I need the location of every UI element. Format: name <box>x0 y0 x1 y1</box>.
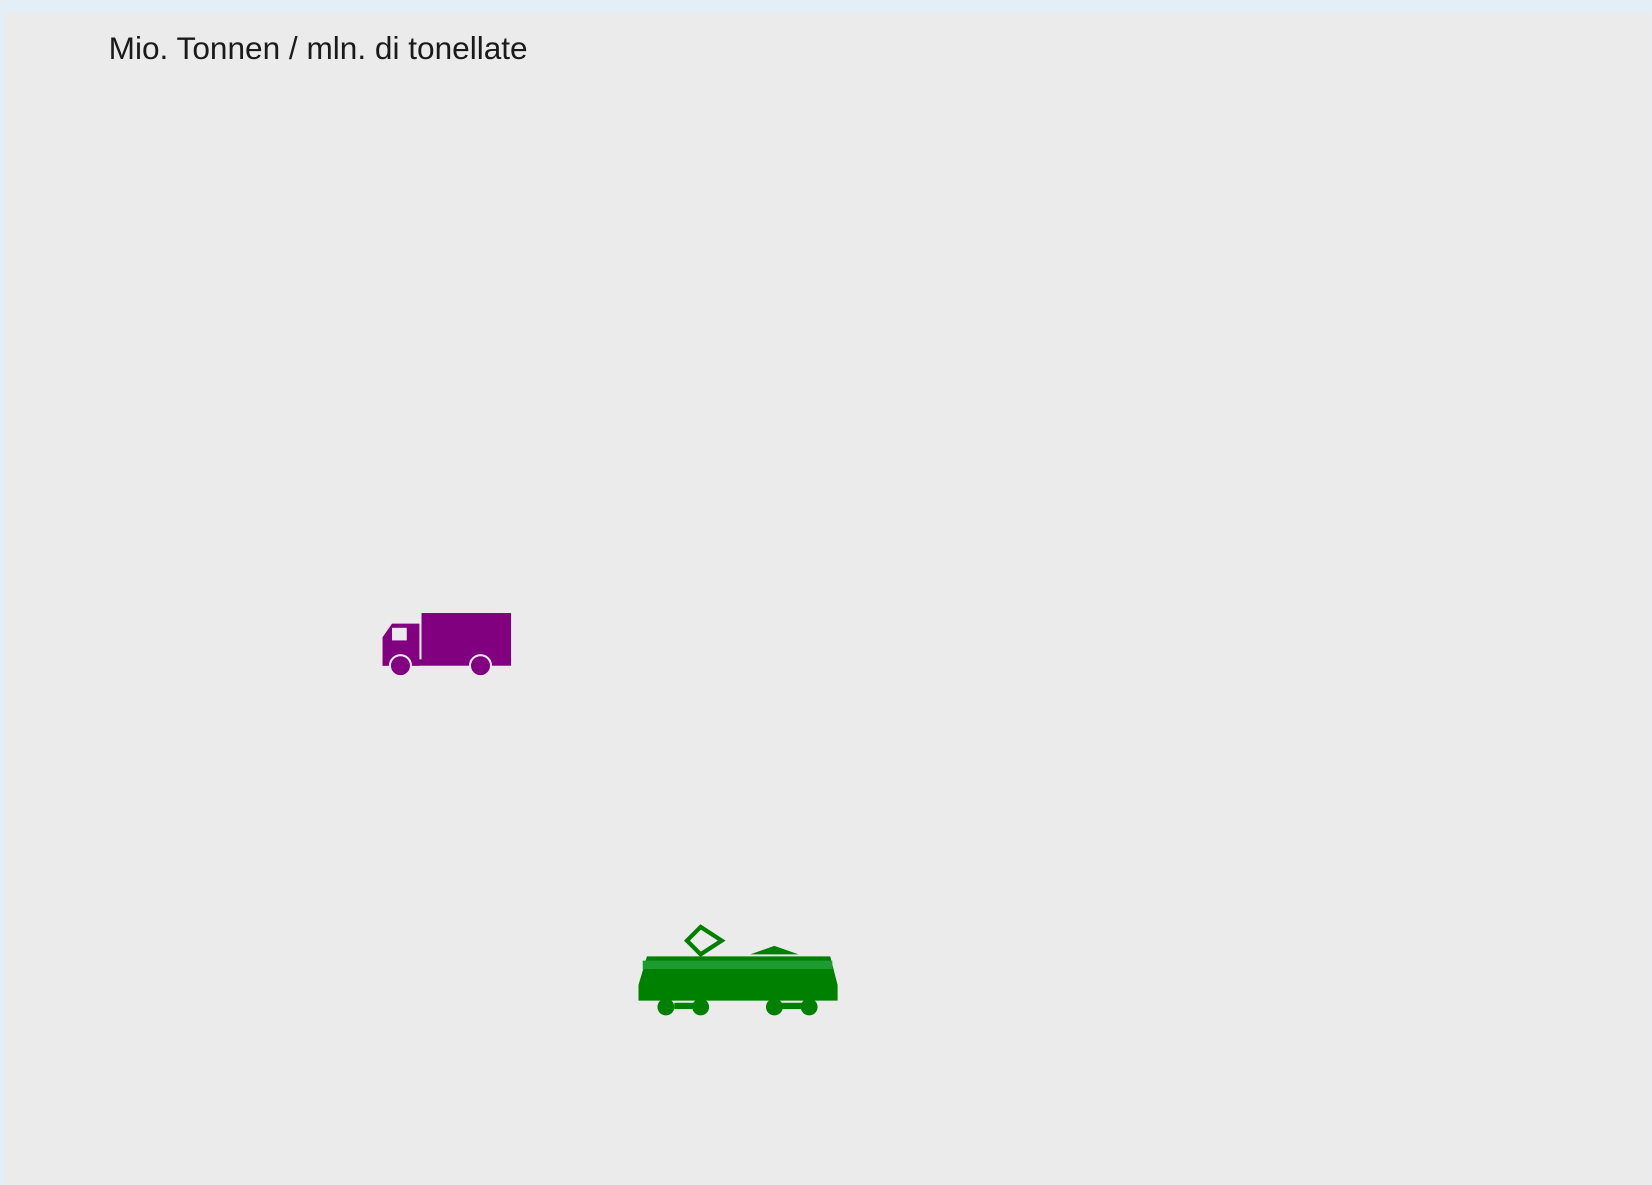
train-icon <box>638 924 838 1016</box>
axis-title: Mio. Tonnen / mln. di tonellate <box>109 30 528 66</box>
truck-icon <box>382 613 512 678</box>
title-background <box>101 29 622 72</box>
plot-background <box>4 12 1652 1185</box>
